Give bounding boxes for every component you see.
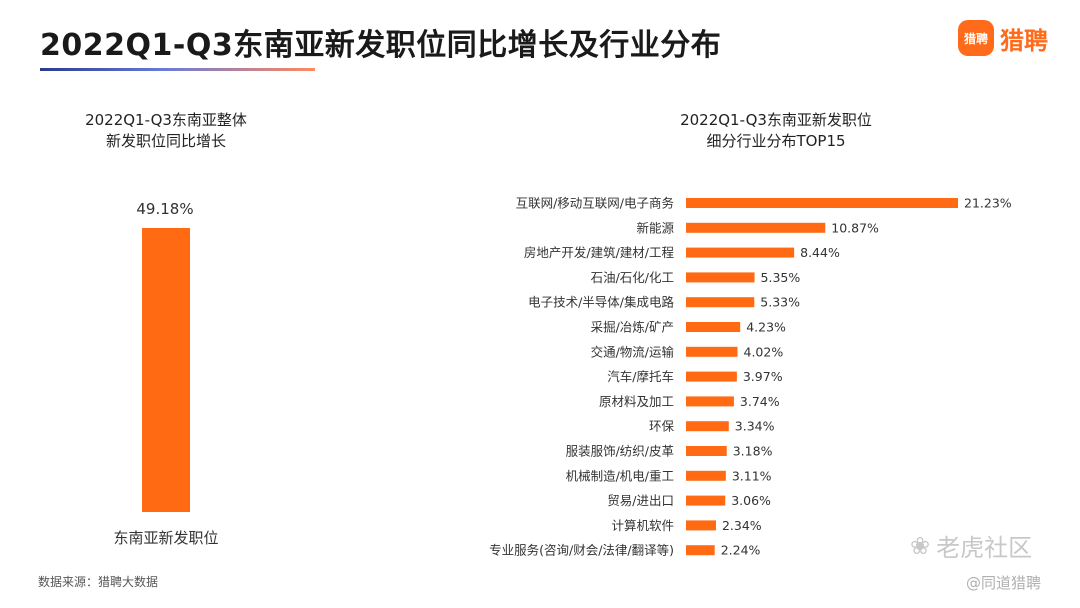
watermark-main-text: 老虎社区 [936, 534, 1033, 562]
industry-bar [686, 495, 726, 506]
watermark-sub: @同道猎聘 [966, 574, 1042, 592]
industry-bar [686, 322, 741, 332]
left-chart-title-line2: 新发职位同比增长 [105, 132, 226, 150]
industry-value-label: 3.74% [740, 394, 780, 409]
industry-value-label: 2.34% [722, 518, 762, 533]
logo-badge-icon: 猎聘 [958, 20, 994, 56]
industry-category-label: 计算机软件 [611, 518, 674, 533]
industry-bar [686, 198, 958, 208]
industry-value-label: 3.97% [743, 369, 783, 384]
industry-bar [686, 272, 755, 283]
industry-category-label: 采掘/冶炼/矿产 [591, 320, 674, 335]
industry-category-label: 环保 [649, 419, 675, 434]
industry-value-label: 3.06% [731, 493, 771, 508]
industry-bar [686, 346, 738, 357]
industry-bar [686, 446, 727, 456]
right-chart-title-line1: 2022Q1-Q3东南亚新发职位 [680, 111, 872, 129]
industry-category-label: 专业服务(咨询/财会/法律/翻译等) [489, 543, 674, 558]
left-chart-title: 2022Q1-Q3东南亚整体 新发职位同比增长 [48, 110, 284, 152]
industry-category-label: 石油/石化/化工 [591, 270, 674, 285]
right-chart-title-line2: 细分行业分布TOP15 [706, 132, 846, 150]
brand-logo: 猎聘 猎聘 [958, 20, 1048, 56]
industry-bar [686, 222, 826, 233]
watermark-main: ❀ 老虎社区 [910, 528, 1032, 563]
industry-value-label: 10.87% [831, 220, 879, 235]
growth-category-label: 东南亚新发职位 [113, 529, 219, 547]
right-chart-title: 2022Q1-Q3东南亚新发职位 细分行业分布TOP15 [626, 110, 926, 152]
industry-value-label: 8.44% [800, 245, 840, 260]
industry-value-label: 4.23% [746, 320, 786, 335]
page-title: 2022Q1-Q3东南亚新发职位同比增长及行业分布 [40, 28, 722, 63]
industry-bar [686, 520, 716, 531]
industry-category-label: 汽车/摩托车 [607, 369, 674, 384]
industry-value-label: 3.18% [733, 444, 773, 459]
growth-bar [142, 228, 190, 512]
industry-value-label: 2.24% [721, 543, 761, 558]
industry-bar [686, 396, 734, 407]
industry-category-label: 交通/物流/运输 [591, 344, 675, 359]
industry-bar [686, 247, 795, 258]
industry-category-label: 服装服饰/纺织/皮革 [566, 444, 674, 459]
industry-bar [686, 297, 755, 308]
industry-category-label: 房地产开发/建筑/建材/工程 [524, 245, 675, 260]
growth-value-label: 49.18% [136, 200, 194, 218]
industry-value-label: 4.02% [744, 344, 784, 359]
industry-category-label: 原材料及加工 [599, 394, 674, 409]
industry-bar [686, 545, 715, 556]
industry-value-label: 5.35% [761, 270, 801, 285]
industry-category-label: 贸易/进出口 [607, 493, 674, 508]
title-underline [40, 68, 315, 71]
industry-value-label: 5.33% [760, 295, 800, 310]
industry-value-label: 3.11% [732, 468, 772, 483]
industry-value-label: 3.34% [735, 419, 775, 434]
data-source: 数据来源：猎聘大数据 [38, 575, 159, 589]
industry-value-label: 21.23% [964, 196, 1012, 211]
industry-category-label: 机械制造/机电/重工 [566, 468, 674, 483]
industry-category-label: 互联网/移动互联网/电子商务 [516, 196, 674, 211]
industry-bar [686, 371, 737, 382]
logo-text: 猎聘 [1000, 26, 1048, 55]
industry-bar [686, 421, 729, 432]
industry-category-label: 新能源 [636, 220, 674, 235]
paw-icon: ❀ [910, 531, 931, 560]
left-chart-title-line1: 2022Q1-Q3东南亚整体 [85, 111, 247, 129]
industry-category-label: 电子技术/半导体/集成电路 [528, 295, 674, 310]
industry-bar [686, 470, 726, 481]
